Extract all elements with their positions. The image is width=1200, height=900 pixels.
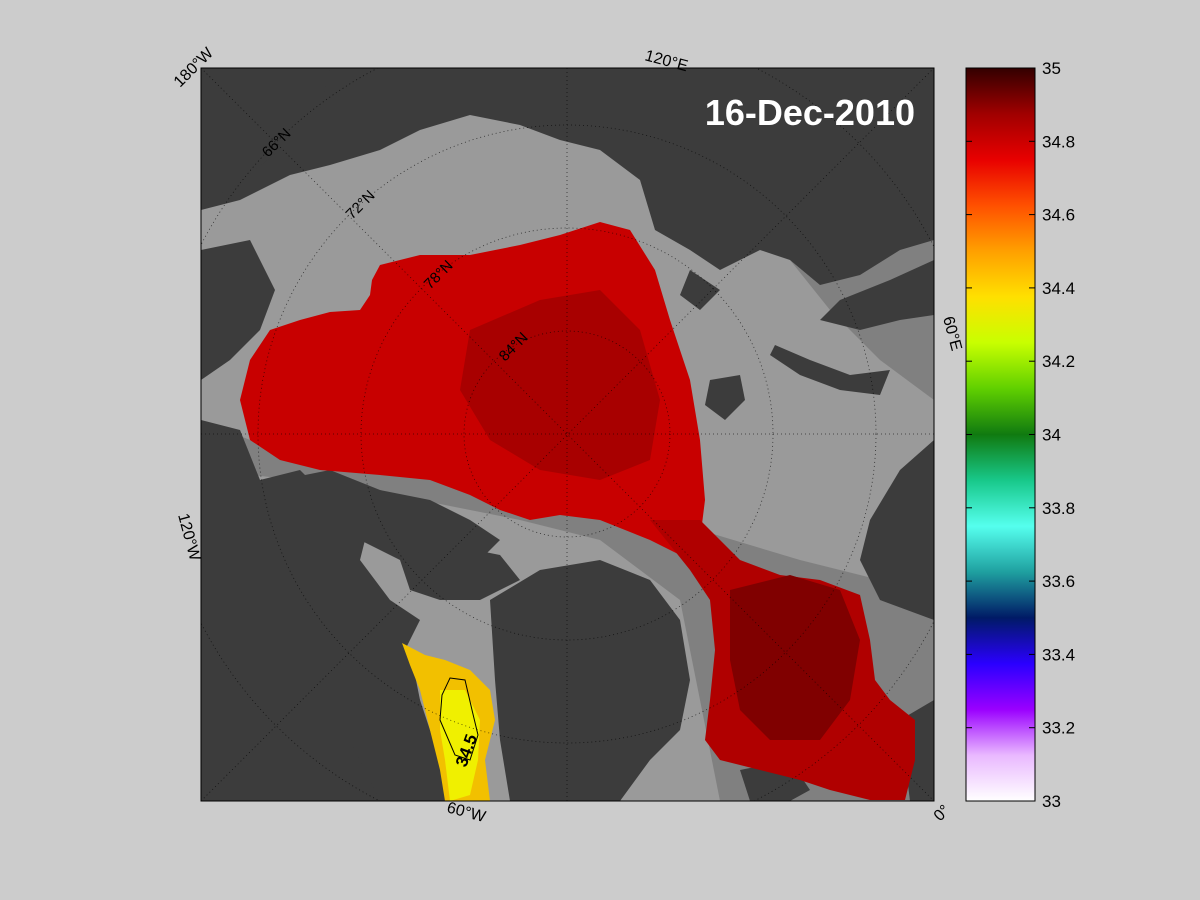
salinity-basin-core <box>460 290 660 480</box>
colorbar-tick-label: 34.4 <box>1042 279 1075 298</box>
colorbar-tick-label: 34.2 <box>1042 352 1075 371</box>
colorbar-tick-label: 35 <box>1042 59 1061 78</box>
novaya-zemlya-land <box>770 345 890 395</box>
salinity-contour-34-5 <box>439 677 479 761</box>
lon-label-120w: 120°W <box>174 512 203 564</box>
lon-label-0: 0° <box>931 802 954 825</box>
ellesmere-land <box>400 545 520 600</box>
map-panel: 34.5 66°N 72°N 78°N 84°N 16-Dec-2010 <box>200 67 935 802</box>
graticule <box>201 68 934 801</box>
land-masses <box>201 68 934 801</box>
colorbar-tick-label: 33.2 <box>1042 719 1075 738</box>
salinity-field: 34.5 <box>240 222 915 801</box>
map-frame <box>200 67 935 802</box>
svalbard-land <box>705 375 745 420</box>
date-label: 16-Dec-2010 <box>705 92 915 133</box>
kara-land <box>820 260 934 330</box>
colorbar-ticks: 35 34.8 34.6 34.4 34.2 34 33.8 33.6 33.4 33.2 33 <box>966 59 1075 811</box>
colorbar: 35 34.8 34.6 34.4 34.2 34 33.8 33.6 33.4 33.2 33 <box>965 59 1075 811</box>
colorbar-tick-label: 34 <box>1042 426 1061 445</box>
colorbar-tick-label: 33 <box>1042 792 1061 811</box>
colorbar-tick-label: 33.6 <box>1042 572 1075 591</box>
salinity-nordic-core <box>730 575 860 740</box>
greenland-land <box>490 560 690 801</box>
scandinavia-land <box>860 440 934 620</box>
east-siberia-land <box>201 68 330 200</box>
colorbar-tick-label: 34.8 <box>1042 132 1075 151</box>
lon-label-60w: 60°W <box>445 799 488 826</box>
franz-josef-land <box>680 270 720 310</box>
canadian-archipelago-land <box>280 470 500 570</box>
siberia-land <box>201 68 934 285</box>
colorbar-tick-label: 34.6 <box>1042 206 1075 225</box>
lon-label-60e: 60°E <box>939 315 964 353</box>
colorbar-gradient <box>966 68 1035 801</box>
colorbar-tick-label: 33.8 <box>1042 499 1075 518</box>
colorbar-tick-label: 33.4 <box>1042 645 1075 664</box>
salinity-baffin-core <box>440 690 480 801</box>
alaska-land <box>201 240 275 380</box>
